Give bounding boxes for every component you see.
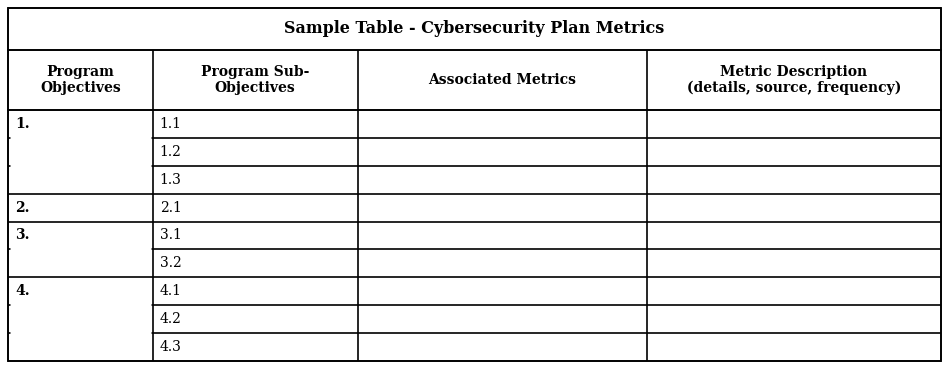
Text: Program
Objectives: Program Objectives (40, 65, 121, 95)
Text: 1.2: 1.2 (159, 145, 181, 159)
Text: 4.3: 4.3 (159, 340, 181, 354)
Text: Associated Metrics: Associated Metrics (429, 73, 576, 87)
Text: 1.3: 1.3 (159, 173, 181, 187)
Text: 4.1: 4.1 (159, 284, 181, 298)
Text: 3.2: 3.2 (159, 256, 181, 270)
Text: Program Sub-
Objectives: Program Sub- Objectives (201, 65, 309, 95)
Text: 4.2: 4.2 (159, 312, 181, 326)
Text: 1.: 1. (15, 117, 29, 131)
Text: Metric Description
(details, source, frequency): Metric Description (details, source, fre… (687, 65, 902, 95)
Text: 1.1: 1.1 (159, 117, 181, 131)
Text: 3.: 3. (15, 228, 29, 242)
Text: Sample Table - Cybersecurity Plan Metrics: Sample Table - Cybersecurity Plan Metric… (285, 21, 664, 38)
Text: 2.1: 2.1 (159, 201, 181, 215)
Text: 4.: 4. (15, 284, 29, 298)
Text: 3.1: 3.1 (159, 228, 181, 242)
Text: 2.: 2. (15, 201, 29, 215)
